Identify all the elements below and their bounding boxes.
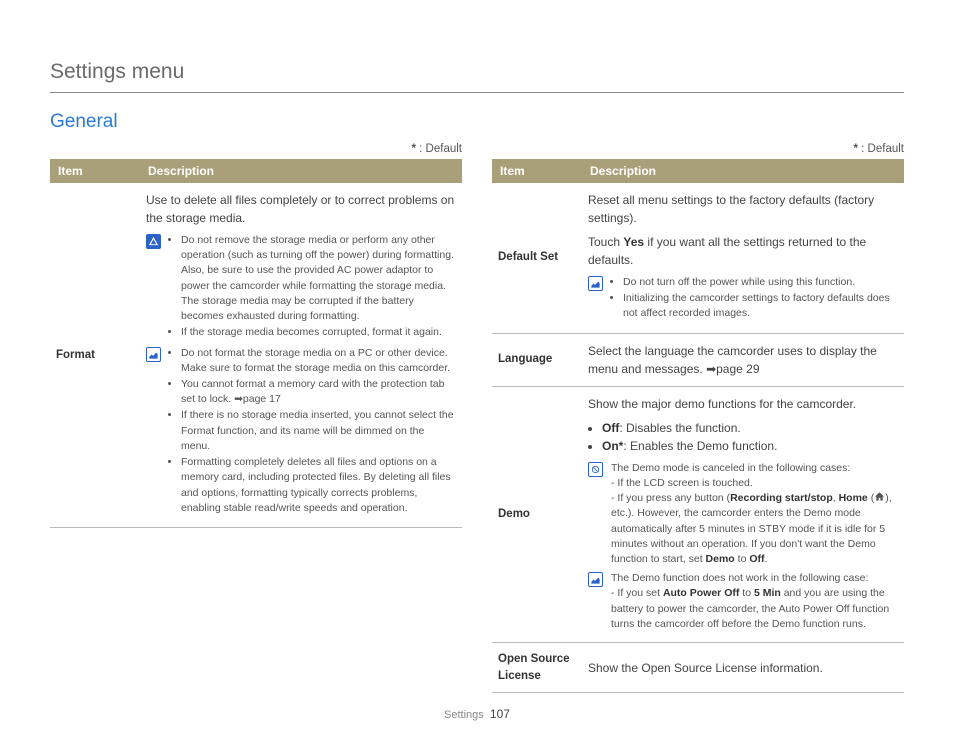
row-default-set: Default Set Reset all menu settings to t… bbox=[492, 183, 904, 333]
demo-info-body: The Demo mode is canceled in the followi… bbox=[611, 461, 898, 568]
info-icon bbox=[588, 462, 603, 477]
item-language: Language bbox=[492, 333, 582, 386]
settings-table-left: Item Description Format Use to delete al… bbox=[50, 159, 462, 528]
demo-intro: Show the major demo functions for the ca… bbox=[588, 395, 898, 413]
demo-info-block: The Demo mode is canceled in the followi… bbox=[588, 461, 898, 568]
format-note-body: Do not format the storage media on a PC … bbox=[169, 346, 456, 517]
note-icon bbox=[588, 276, 603, 291]
item-format: Format bbox=[50, 183, 140, 527]
item-demo: Demo bbox=[492, 386, 582, 642]
item-default-set: Default Set bbox=[492, 183, 582, 333]
defaultset-note-body: Do not turn off the power while using th… bbox=[611, 275, 898, 323]
caution-icon bbox=[146, 234, 161, 249]
item-open-source: Open Source License bbox=[492, 643, 582, 693]
home-icon bbox=[874, 491, 885, 502]
desc-language: Select the language the camcorder uses t… bbox=[582, 333, 904, 386]
row-open-source: Open Source License Show the Open Source… bbox=[492, 643, 904, 693]
demo-options: Off: Disables the function. On*: Enables… bbox=[588, 419, 898, 455]
demo-note2-block: The Demo function does not work in the f… bbox=[588, 571, 898, 632]
format-caution-body: Do not remove the storage media or perfo… bbox=[169, 233, 456, 342]
desc-open-source: Show the Open Source License information… bbox=[582, 643, 904, 693]
page-footer: Settings 107 bbox=[50, 707, 904, 721]
right-column: * : Default Item Description Default Set… bbox=[492, 143, 904, 693]
format-note-block: Do not format the storage media on a PC … bbox=[146, 346, 456, 517]
default-note-right: * : Default bbox=[492, 143, 904, 155]
row-format: Format Use to delete all files completel… bbox=[50, 183, 462, 527]
desc-format: Use to delete all files completely or to… bbox=[140, 183, 462, 527]
col-header-item: Item bbox=[492, 159, 582, 183]
row-language: Language Select the language the camcord… bbox=[492, 333, 904, 386]
note-icon bbox=[146, 347, 161, 362]
settings-table-right: Item Description Default Set Reset all m… bbox=[492, 159, 904, 693]
col-header-item: Item bbox=[50, 159, 140, 183]
row-demo: Demo Show the major demo functions for t… bbox=[492, 386, 904, 642]
format-intro: Use to delete all files completely or to… bbox=[146, 191, 456, 227]
page-title: Settings menu bbox=[50, 60, 904, 93]
col-header-desc: Description bbox=[582, 159, 904, 183]
defaultset-note-block: Do not turn off the power while using th… bbox=[588, 275, 898, 323]
section-title: General bbox=[50, 111, 904, 133]
note-icon bbox=[588, 572, 603, 587]
demo-note2-body: The Demo function does not work in the f… bbox=[611, 571, 898, 632]
col-header-desc: Description bbox=[140, 159, 462, 183]
format-caution-block: Do not remove the storage media or perfo… bbox=[146, 233, 456, 342]
content-columns: * : Default Item Description Format Use … bbox=[50, 143, 904, 693]
defaultset-intro2: Touch Yes if you want all the settings r… bbox=[588, 233, 898, 269]
defaultset-intro1: Reset all menu settings to the factory d… bbox=[588, 191, 898, 227]
desc-demo: Show the major demo functions for the ca… bbox=[582, 386, 904, 642]
left-column: * : Default Item Description Format Use … bbox=[50, 143, 462, 693]
desc-default-set: Reset all menu settings to the factory d… bbox=[582, 183, 904, 333]
default-note-left: * : Default bbox=[50, 143, 462, 155]
